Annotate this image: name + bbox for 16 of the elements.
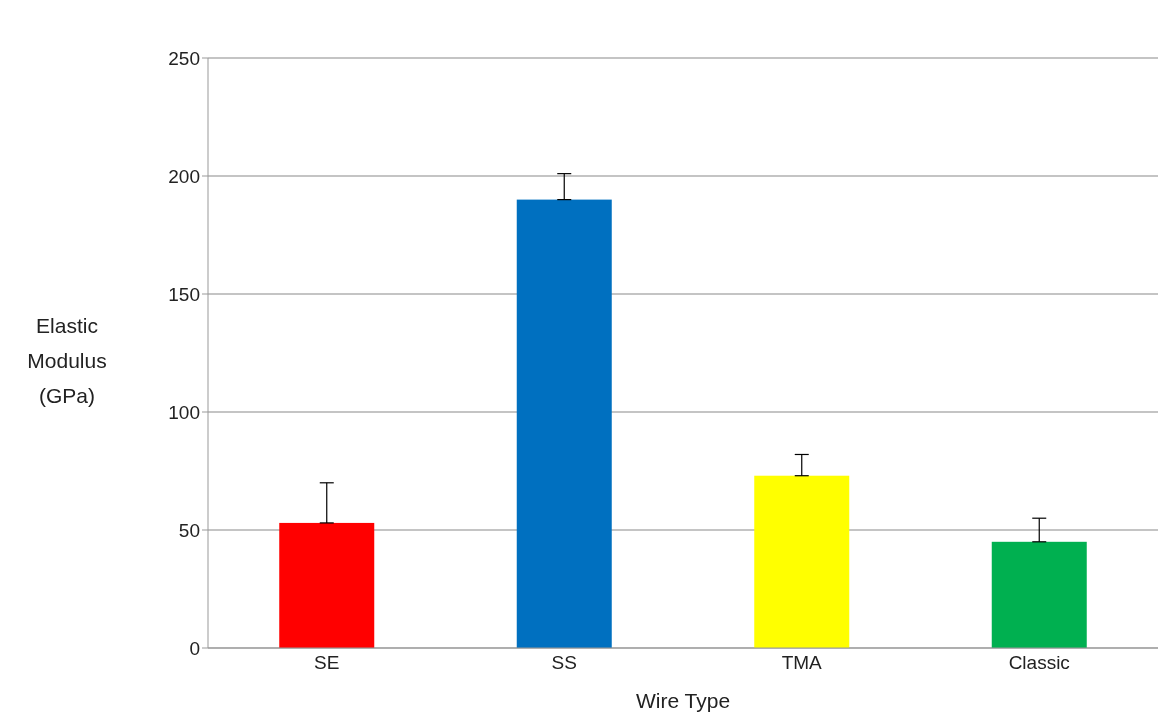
y-axis-title: Elastic Modulus (GPa) [26, 313, 108, 409]
bar [754, 475, 850, 648]
x-tick-label: SE [314, 652, 340, 674]
x-tick-label: Classic [1008, 652, 1070, 674]
y-tick-label: 100 [168, 401, 200, 423]
y-tick-label: 0 [189, 637, 200, 659]
x-tick-label: SS [551, 652, 577, 674]
x-axis-title: Wire Type [635, 689, 731, 712]
y-tick-label: 200 [168, 165, 200, 187]
bar [991, 541, 1087, 648]
y-tick-label: 150 [168, 283, 200, 305]
bar [516, 199, 612, 648]
bar [279, 522, 375, 648]
x-tick-label: TMA [781, 652, 823, 674]
y-tick-label: 50 [178, 519, 200, 541]
y-tick-label: 250 [168, 47, 200, 69]
